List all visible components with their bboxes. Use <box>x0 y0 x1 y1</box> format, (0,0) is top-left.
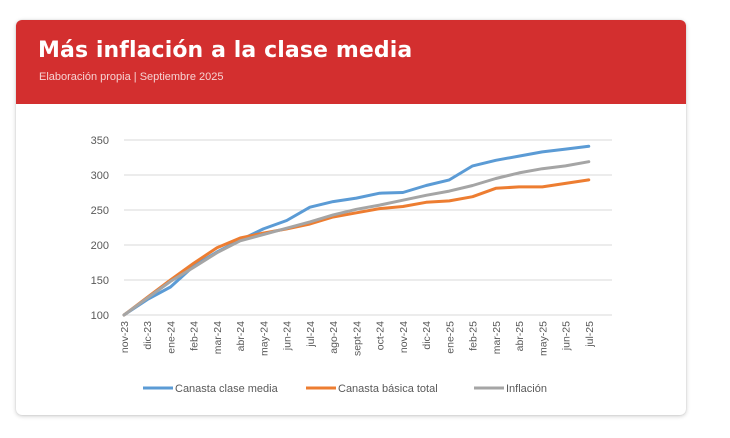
x-tick-label: mar-25 <box>491 321 503 354</box>
y-tick-label: 300 <box>91 170 109 182</box>
x-tick-label: sept-24 <box>351 321 363 356</box>
legend-label: Inflación <box>506 383 547 395</box>
chart-subtitle: Elaboración propia | Septiembre 2025 <box>39 71 224 83</box>
x-tick-label: ene-25 <box>444 321 456 354</box>
x-tick-label: feb-25 <box>468 321 480 351</box>
y-tick-label: 100 <box>91 310 109 322</box>
x-tick-label: jul-24 <box>305 321 317 348</box>
chart-header: Más inflación a la clase media Elaboraci… <box>16 20 686 104</box>
x-tick-label: jun-24 <box>282 321 294 351</box>
line-chart: 100 150 200 250 300 350 nov-23 dic-23 ene-24 feb-… <box>91 135 612 395</box>
x-tick-label: may-24 <box>258 321 270 356</box>
y-tick-label: 250 <box>91 205 109 217</box>
x-tick-label: jul-25 <box>584 321 596 348</box>
y-tick-label: 200 <box>91 240 109 252</box>
x-tick-label: nov-23 <box>119 321 131 353</box>
x-tick-label: mar-24 <box>212 321 224 354</box>
x-tick-label: abr-24 <box>235 321 247 352</box>
x-tick-label: ago-24 <box>328 321 340 354</box>
x-tick-label: oct-24 <box>375 321 387 350</box>
x-tick-label: may-25 <box>537 321 549 356</box>
x-tick-label: jun-25 <box>561 321 573 351</box>
x-tick-label: feb-24 <box>189 321 201 351</box>
y-tick-label: 150 <box>91 275 109 287</box>
series-line <box>122 160 591 317</box>
chart-title: Más inflación a la clase media <box>38 38 413 63</box>
chart-card: Más inflación a la clase media Elaboraci… <box>16 20 686 415</box>
legend-label: Canasta clase media <box>175 383 279 395</box>
x-tick-label: nov-24 <box>398 321 410 353</box>
x-tick-label: dic-24 <box>421 321 433 350</box>
x-tick-label: dic-23 <box>142 321 154 350</box>
legend-label: Canasta básica total <box>338 383 438 395</box>
x-tick-label: abr-25 <box>514 321 526 352</box>
x-tick-label: ene-24 <box>165 321 177 354</box>
series-line <box>122 178 591 317</box>
y-tick-label: 350 <box>91 135 109 147</box>
